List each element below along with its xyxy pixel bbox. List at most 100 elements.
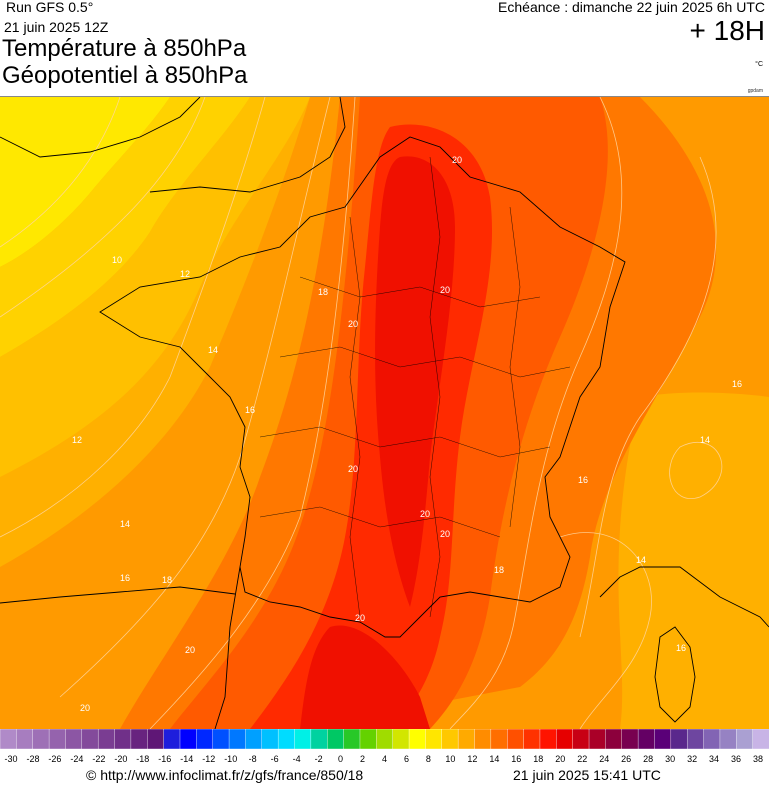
unit-label: °C (755, 61, 763, 68)
spain-coast (0, 566, 241, 729)
colorbar-tick-label: -8 (249, 754, 257, 764)
colorbar-swatch (588, 729, 607, 750)
colorbar-swatch (670, 729, 688, 750)
colorbar-tick-label: 2 (360, 754, 365, 764)
colorbar-tick-label: 20 (555, 754, 565, 764)
colorbar-swatch (621, 729, 639, 750)
colorbar-swatch (376, 729, 394, 750)
colorbar-swatch (261, 729, 279, 750)
colorbar-swatch (408, 729, 427, 750)
colorbar-tick-label: -18 (136, 754, 149, 764)
colorbar-tick-label: 12 (467, 754, 477, 764)
colorbar-swatch (490, 729, 508, 750)
isotherm-label: 16 (578, 475, 588, 485)
colorbar-tick-label: -10 (224, 754, 237, 764)
temperature-colorbar: -30 -28 -26 -24 -22 -20 -18 -16 -14 -12 -10 -8 -6 -4-… (0, 729, 769, 764)
map-title-temperature: Température à 850hPa (2, 35, 247, 62)
colorbar-tick-label: 0 (338, 754, 343, 764)
colorbar-tick-label: -24 (70, 754, 83, 764)
zone-orange-light (0, 97, 310, 477)
colorbar-tick-label: 22 (577, 754, 587, 764)
colorbar-swatch (425, 729, 443, 750)
colorbar-swatch (474, 729, 492, 750)
italy-coast (599, 566, 769, 628)
isotherm-label: 20 (452, 155, 462, 165)
colorbar-tick-label: -4 (293, 754, 301, 764)
interior-borders (259, 156, 571, 618)
colorbar-swatch (179, 729, 198, 750)
corsica (654, 626, 696, 723)
isotherm-label: 14 (208, 345, 218, 355)
colorbar-tick-label: 4 (382, 754, 387, 764)
forecast-valid-time: Echéance : dimanche 22 juin 2025 6h UTC (498, 0, 765, 15)
isotherm-label: 18 (162, 575, 172, 585)
france-outline (99, 136, 626, 638)
isotherm-label: 16 (676, 643, 686, 653)
colorbar-swatch (686, 729, 705, 750)
isotherm-label: 14 (120, 519, 130, 529)
isotherm-label: 14 (700, 435, 710, 445)
colorbar-swatch (310, 729, 328, 750)
colorbar-swatch (572, 729, 590, 750)
colorbar-swatch (523, 729, 541, 750)
colorbar-swatch (539, 729, 558, 750)
colorbar-swatch (637, 729, 656, 750)
colorbar-tick-label: -12 (202, 754, 215, 764)
colorbar-tick-label: 18 (533, 754, 543, 764)
colorbar-tick-label: 30 (665, 754, 675, 764)
colorbar-tick-label: -20 (114, 754, 127, 764)
source-url[interactable]: © http://www.infoclimat.fr/z/gfs/france/… (86, 767, 364, 783)
isotherm-label: 14 (636, 555, 646, 565)
zone-yellow-nw (0, 97, 170, 267)
colorbar-tick-labels: -30 -28 -26 -24 -22 -20 -18 -16 -14 -12 -10 -8 -6 -4-… (4, 754, 763, 764)
colorbar-swatch (507, 729, 525, 750)
colorbar-tick-label: 36 (731, 754, 741, 764)
colorbar-tick-label: 8 (426, 754, 431, 764)
colorbar-swatch (392, 729, 410, 750)
colorbar-swatch (0, 729, 18, 750)
colorbar-tick-label: 6 (404, 754, 409, 764)
colorbar-swatch (81, 729, 99, 750)
coastlines-borders (0, 97, 769, 729)
colorbar-swatch (457, 729, 476, 750)
colorbar-tick-label: -22 (92, 754, 105, 764)
colorbar-swatch (228, 729, 247, 750)
isotherm-label: 16 (120, 573, 130, 583)
colorbar-swatch (16, 729, 34, 750)
colorbar-swatch (343, 729, 361, 750)
colorbar-swatch (277, 729, 296, 750)
generated-timestamp: 21 juin 2025 15:41 UTC (513, 767, 661, 783)
colorbar-swatch (245, 729, 263, 750)
colorbar-tick-label: 14 (489, 754, 499, 764)
colorbar-tick-label: -26 (48, 754, 61, 764)
colorbar-swatch (163, 729, 181, 750)
colorbar-tick-label: 34 (709, 754, 719, 764)
colorbar-swatch (441, 729, 459, 750)
isotherm-label: 18 (318, 287, 328, 297)
colorbar-swatch (130, 729, 148, 750)
colorbar-tick-label: -28 (26, 754, 39, 764)
colorbar-tick-label: -30 (4, 754, 17, 764)
isotherm-label: 20 (355, 613, 365, 623)
colorbar-swatch (212, 729, 230, 750)
colorbar-swatch (556, 729, 574, 750)
isotherm-label: 12 (180, 269, 190, 279)
run-date: 21 juin 2025 12Z (4, 19, 109, 35)
colorbar-tick-label: -2 (315, 754, 323, 764)
colorbar-tick-label: 28 (643, 754, 653, 764)
isotherm-label: 20 (348, 319, 358, 329)
credit-label: gpdam (747, 88, 763, 94)
colorbar-tick-label: -6 (271, 754, 279, 764)
colorbar-tick-label: 32 (687, 754, 697, 764)
run-label: Run GFS 0.5° (6, 0, 94, 15)
isotherm-label: 16 (732, 379, 742, 389)
temperature-map: 20 20 20 20 20 20 20 20 20 18 18 18 16 1… (0, 96, 769, 729)
colorbar-tick-label: 24 (599, 754, 609, 764)
colorbar-swatch (294, 729, 312, 750)
colorbar-swatch (147, 729, 165, 750)
isotherm-label: 20 (420, 509, 430, 519)
colorbar-tick-label: 10 (445, 754, 455, 764)
isotherm-label: 20 (80, 703, 90, 713)
colorbar-swatch (654, 729, 672, 750)
uk-coast (0, 97, 346, 193)
